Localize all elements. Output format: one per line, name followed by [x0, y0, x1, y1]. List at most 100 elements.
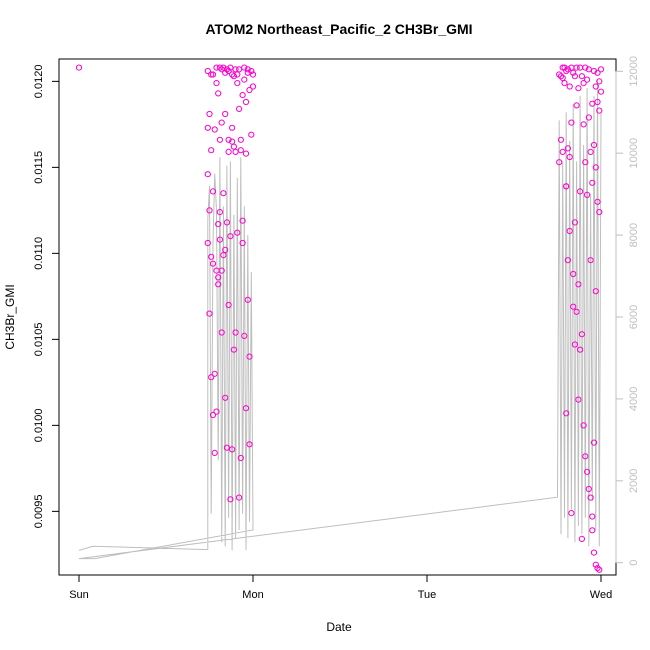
data-point	[213, 64, 220, 71]
x-tick-label: Tue	[418, 589, 437, 601]
data-point	[561, 64, 568, 71]
data-point	[584, 76, 591, 83]
data-point	[218, 119, 225, 126]
data-point	[575, 396, 582, 403]
y-left-tick-label: 0.0110	[33, 237, 45, 270]
data-point	[568, 509, 575, 517]
data-point	[244, 69, 251, 76]
data-point	[218, 267, 225, 274]
data-point	[564, 145, 572, 152]
data-point	[594, 565, 601, 572]
data-point	[213, 80, 220, 87]
data-point	[597, 88, 605, 95]
data-point	[216, 236, 223, 243]
data-point	[592, 164, 599, 171]
data-point	[596, 209, 603, 216]
y-right-tick-label: 2000	[628, 469, 640, 493]
data-point	[218, 329, 225, 336]
data-point	[242, 150, 250, 157]
data-point	[242, 405, 250, 412]
data-point	[209, 260, 217, 267]
data-point	[216, 136, 223, 143]
data-point	[222, 110, 229, 118]
data-point	[234, 71, 241, 78]
data-point	[592, 561, 599, 568]
data-point	[577, 188, 584, 195]
altitude-line	[78, 79, 602, 560]
data-point	[223, 219, 230, 226]
data-point	[211, 126, 218, 133]
data-point	[244, 296, 251, 303]
data-point	[587, 257, 594, 264]
data-point	[587, 148, 594, 155]
y-right-tick-label: 0	[628, 560, 640, 566]
data-point	[564, 257, 572, 264]
y-right-tick-label: 12000	[628, 56, 640, 87]
data-point	[213, 408, 220, 415]
data-point	[561, 80, 568, 87]
y-left-tick-label: 0.0105	[33, 323, 45, 357]
data-point	[241, 332, 248, 339]
data-point	[248, 67, 255, 75]
data-point	[239, 239, 246, 247]
data-point	[215, 281, 222, 288]
data-point	[237, 147, 244, 154]
data-point	[232, 329, 239, 336]
data-point	[580, 80, 587, 87]
y-axis-right: 0 2000 4000 6000 8000 10000 12000	[615, 56, 640, 566]
data-point	[230, 73, 237, 80]
data-point	[556, 71, 563, 78]
data-point	[204, 67, 211, 75]
data-point	[222, 394, 229, 401]
data-point	[587, 494, 594, 501]
data-point	[204, 171, 211, 178]
data-point	[571, 73, 579, 80]
data-point	[225, 301, 232, 309]
data-point	[573, 102, 580, 109]
y-right-tick-label: 6000	[628, 305, 640, 329]
data-point	[563, 67, 570, 75]
data-point	[230, 143, 237, 150]
data-point	[559, 64, 566, 71]
data-point	[575, 85, 582, 92]
data-point	[577, 346, 584, 353]
data-point	[236, 105, 243, 113]
data-point	[241, 64, 248, 71]
data-point	[229, 124, 236, 131]
data-point	[585, 66, 592, 73]
data-point	[582, 64, 589, 71]
data-point	[209, 71, 217, 78]
data-point	[232, 66, 239, 73]
y-axis-left: 0.0095 0.0100 0.0105 0.0110 0.0115 0.0120	[33, 65, 60, 529]
data-point	[590, 67, 598, 75]
data-point	[225, 148, 232, 155]
data-point	[244, 66, 251, 73]
data-point	[239, 92, 246, 99]
data-point	[215, 90, 222, 97]
data-point	[204, 124, 211, 131]
data-point	[578, 535, 586, 543]
data-point	[204, 239, 211, 247]
data-point	[216, 209, 223, 216]
data-point	[206, 110, 213, 118]
y-left-tick-label: 0.0115	[33, 151, 45, 184]
data-point	[246, 441, 253, 448]
data-point	[220, 252, 227, 259]
data-point	[215, 274, 222, 281]
data-point	[222, 246, 229, 253]
data-point	[239, 217, 246, 224]
data-point	[596, 566, 603, 573]
data-point	[584, 468, 591, 475]
data-point	[208, 374, 215, 381]
y-left-tick-label: 0.0095	[33, 495, 45, 529]
data-point	[249, 83, 257, 90]
x-axis-label: Date	[326, 620, 352, 634]
data-point	[227, 496, 234, 503]
data-point	[575, 281, 582, 288]
data-point	[246, 353, 253, 360]
data-point	[580, 422, 587, 429]
y-axis-label: CH3Br_GMI	[3, 284, 17, 349]
point-series	[75, 64, 605, 573]
data-point	[230, 346, 237, 353]
